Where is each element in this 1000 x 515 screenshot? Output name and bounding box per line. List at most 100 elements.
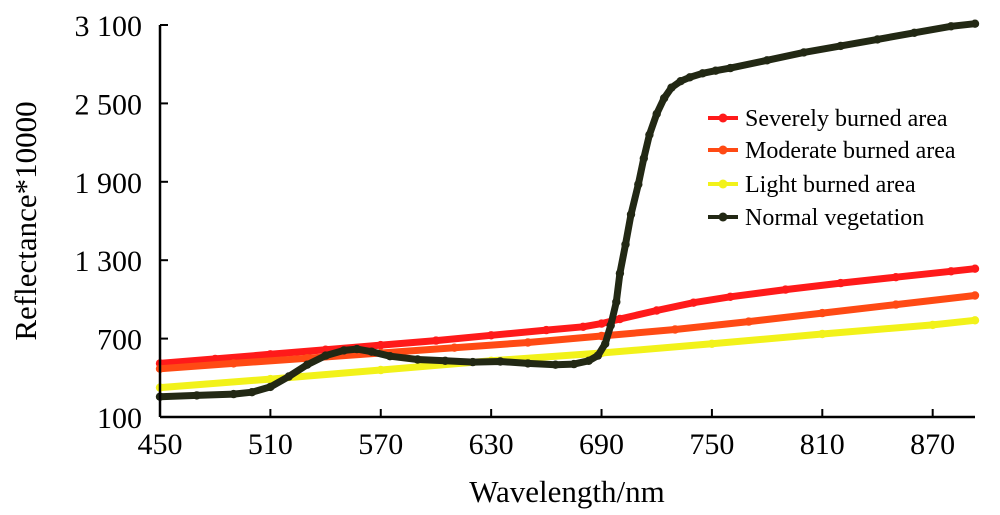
- data-point: [266, 350, 275, 359]
- data-point: [762, 56, 772, 65]
- data-point: [928, 320, 937, 330]
- legend-label: Moderate burned area: [745, 138, 956, 164]
- y-tick-label: 3 100: [75, 10, 143, 43]
- ticks-layer: 450 510 570 630 690 750 810 870 100 700 1 300 1 900…: [75, 10, 956, 461]
- data-point: [667, 83, 676, 92]
- x-tick-label: 810: [800, 428, 845, 461]
- data-point: [670, 325, 680, 334]
- y-axis-title: Reflectance*10000: [8, 101, 43, 340]
- legend-swatch-marker: [718, 145, 728, 155]
- data-point: [659, 94, 669, 103]
- legend-item-severely-burned-area: Severely burned area: [708, 106, 948, 132]
- legend-swatch-marker: [718, 113, 728, 123]
- data-point: [450, 343, 459, 352]
- data-point: [584, 356, 593, 365]
- data-point: [891, 273, 901, 282]
- data-point: [542, 325, 551, 335]
- data-point: [321, 351, 330, 360]
- data-point: [229, 359, 238, 368]
- data-point: [376, 365, 385, 375]
- data-point: [352, 344, 362, 354]
- data-point: [229, 389, 238, 399]
- data-point: [891, 300, 901, 309]
- y-tick-label: 2 500: [75, 88, 143, 121]
- data-point: [468, 357, 477, 367]
- y-tick-label: 100: [97, 402, 142, 435]
- legend: Severely burned area Moderate burned area…: [708, 106, 956, 231]
- data-point: [744, 317, 753, 326]
- data-point: [652, 306, 661, 315]
- legend-swatch-marker: [718, 179, 728, 189]
- series-line: [156, 292, 979, 373]
- series-layer: [155, 19, 980, 401]
- data-point: [818, 329, 827, 339]
- data-point: [970, 264, 980, 273]
- data-point: [376, 340, 385, 350]
- x-tick-label: 630: [469, 428, 514, 461]
- data-point: [303, 360, 312, 369]
- data-point: [612, 297, 621, 307]
- data-point: [873, 35, 882, 44]
- y-tick-label: 1 300: [75, 245, 143, 278]
- data-point: [496, 357, 505, 366]
- x-tick-label: 510: [248, 428, 293, 461]
- data-point: [634, 180, 643, 189]
- data-point: [615, 269, 625, 278]
- y-tick-label: 1 900: [75, 167, 143, 200]
- data-point: [339, 346, 349, 355]
- data-point: [266, 382, 275, 392]
- data-point: [367, 347, 376, 356]
- data-point: [836, 41, 845, 51]
- data-point: [685, 73, 694, 82]
- data-point: [615, 314, 625, 324]
- data-point: [601, 339, 610, 348]
- legend-item-light-burned-area: Light burned area: [708, 172, 916, 198]
- data-point: [626, 210, 636, 219]
- x-tick-label: 870: [910, 428, 955, 461]
- data-point: [698, 69, 707, 78]
- data-point: [597, 319, 606, 328]
- data-point: [441, 356, 450, 365]
- data-point: [266, 374, 275, 384]
- series-line: [156, 265, 979, 367]
- data-point: [970, 291, 980, 300]
- legend-label: Normal vegetation: [745, 205, 924, 231]
- data-point: [551, 360, 560, 369]
- axes-layer: [158, 25, 975, 419]
- data-point: [946, 22, 956, 31]
- data-point: [676, 77, 685, 86]
- data-point: [707, 339, 717, 348]
- series-normal-vegetation: [155, 19, 980, 401]
- data-point: [569, 359, 579, 369]
- data-point: [593, 351, 603, 360]
- x-tick-label: 450: [138, 428, 183, 461]
- data-point: [621, 240, 630, 249]
- data-point: [523, 338, 533, 347]
- data-point: [970, 316, 980, 325]
- data-point: [726, 292, 735, 301]
- data-point: [487, 331, 496, 340]
- legend-label: Light burned area: [745, 172, 916, 198]
- data-point: [578, 322, 588, 331]
- data-point: [284, 372, 293, 381]
- data-point: [836, 278, 845, 288]
- data-point: [799, 48, 809, 57]
- data-point: [431, 336, 441, 345]
- data-point: [781, 285, 790, 294]
- data-point: [910, 28, 919, 37]
- data-point: [606, 321, 615, 330]
- data-point: [385, 352, 395, 361]
- data-point: [523, 359, 533, 368]
- series-severely-burned-area: [155, 264, 980, 368]
- legend-item-normal-vegetation: Normal vegetation: [708, 205, 924, 231]
- data-point: [192, 391, 201, 400]
- data-point: [946, 267, 956, 276]
- x-tick-label: 570: [358, 428, 403, 461]
- data-point: [211, 354, 220, 364]
- data-point: [413, 355, 422, 364]
- data-point: [689, 298, 698, 307]
- data-point: [818, 308, 827, 318]
- y-tick-label: 700: [97, 324, 142, 357]
